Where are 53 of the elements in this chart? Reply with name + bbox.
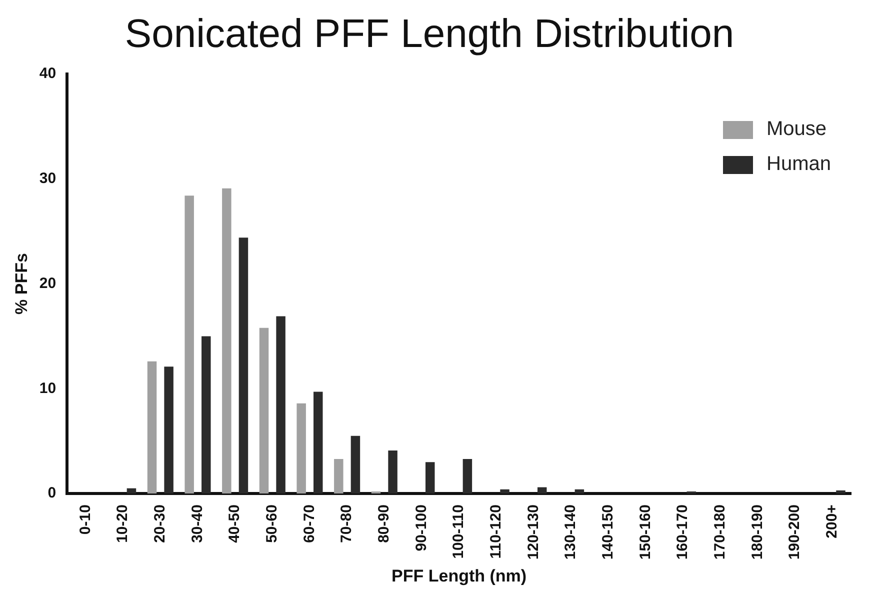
x-tick-label: 70-80: [338, 504, 356, 543]
x-tick-label: 50-60: [264, 504, 281, 543]
bar: [334, 458, 344, 494]
x-tick-label: 170-180: [711, 504, 728, 560]
bar: [184, 196, 194, 494]
bar: [371, 491, 381, 494]
x-tick-label: 40-50: [226, 504, 244, 543]
x-tick-label: 120-130: [524, 504, 542, 560]
bar: [425, 462, 435, 494]
y-axis-title: % PFFs: [12, 253, 31, 314]
y-tick-label: 10: [39, 380, 56, 397]
x-axis-title: PFF Length (nm): [392, 566, 527, 586]
bar: [314, 392, 323, 494]
chart-title: Sonicated PFF Length Distribution: [124, 12, 734, 56]
bar: [350, 436, 360, 494]
bar: [126, 488, 136, 494]
legend-label: Human: [766, 153, 831, 176]
x-tick-label: 180-190: [748, 504, 766, 560]
x-tick-label: 150-160: [636, 504, 654, 560]
bar: [574, 489, 584, 494]
x-tick-label: 200+: [823, 504, 840, 538]
bar: [537, 487, 547, 494]
x-tick-label: 10-20: [114, 504, 132, 543]
bar: [686, 491, 696, 494]
x-tick-label: 60-70: [300, 504, 318, 543]
y-tick-label: 30: [39, 170, 56, 188]
x-tick-label: 190-200: [786, 504, 804, 560]
x-tick-label: 130-140: [562, 504, 580, 560]
x-tick-label: 90-100: [412, 504, 430, 552]
bar: [836, 490, 846, 494]
bar: [388, 450, 398, 494]
x-tick-label: 80-90: [376, 504, 393, 543]
y-tick-label: 0: [48, 484, 56, 502]
legend-label: Mouse: [766, 118, 827, 141]
bar: [222, 188, 232, 494]
y-tick-label: 40: [39, 65, 56, 82]
y-tick-label: 20: [39, 274, 56, 292]
bar: [238, 238, 248, 494]
x-tick-label: 0-10: [76, 504, 94, 535]
bar: [296, 403, 306, 494]
bar: [462, 458, 472, 494]
bar: [276, 316, 286, 494]
bar: [259, 328, 269, 494]
x-tick-label: 160-170: [674, 504, 692, 560]
x-tick-label: 110-120: [488, 504, 505, 559]
x-tick-label: 140-150: [600, 504, 616, 560]
bar: [202, 336, 211, 494]
x-tick-label: 30-40: [188, 504, 206, 543]
bar: [500, 489, 510, 494]
bar: [164, 366, 174, 494]
x-tick-label: 20-30: [152, 504, 169, 543]
bar: [147, 361, 157, 494]
x-tick-label: 100-110: [450, 504, 468, 559]
